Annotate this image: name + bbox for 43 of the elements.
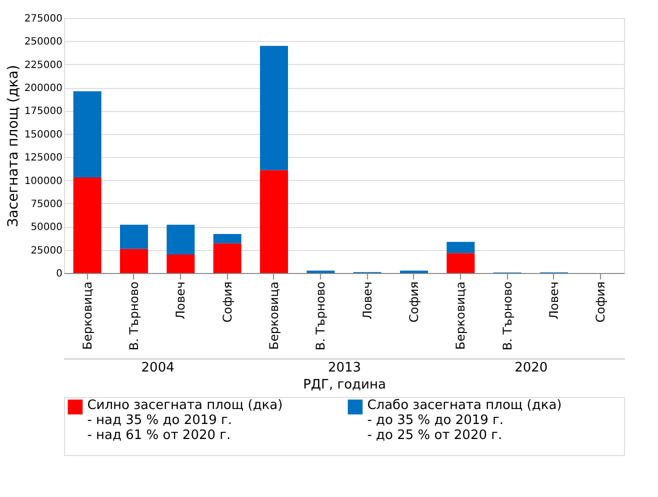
- bar: [446, 242, 475, 254]
- bar: [73, 177, 102, 273]
- bar: [213, 234, 242, 244]
- x-tick-label: София: [407, 282, 421, 322]
- bar: [166, 224, 195, 254]
- y-tick-label: 175000: [24, 106, 62, 118]
- x-tick-label: Ловеч: [547, 282, 561, 320]
- bar: [73, 91, 102, 178]
- y-tick-label: 275000: [24, 14, 62, 24]
- x-tick-label: София: [220, 282, 234, 322]
- legend-label: Силно засегната площ (дка) - над 35 % до 2019 г. - над 61 % от 2020 г.: [87, 398, 283, 443]
- x-tick-label: Берковица: [267, 282, 281, 350]
- y-tick-label: 25000: [30, 245, 62, 256]
- x-axis-title: РДГ, година: [303, 378, 386, 392]
- legend-label: Слабо засегната площ (дка) - до 35 % до 2019 г. - до 25 % от 2020 г.: [367, 398, 562, 443]
- bar: [260, 170, 288, 273]
- y-tick-label: 150000: [24, 129, 62, 140]
- y-tick-label: 225000: [24, 60, 62, 71]
- bar: [446, 253, 475, 273]
- text: 2013: [328, 360, 362, 376]
- text: 2004: [141, 360, 174, 376]
- x-tick-label: Ловеч: [360, 282, 374, 320]
- y-tick-label: 50000: [30, 222, 62, 234]
- x-tick-label: В. Търново: [314, 282, 328, 350]
- x-tick-label: В. Търново: [127, 282, 141, 350]
- x-tick-label: Ловеч: [174, 282, 188, 320]
- bar: [260, 46, 288, 170]
- bar: [120, 248, 148, 273]
- bar: [213, 243, 242, 273]
- bar: [166, 254, 195, 273]
- y-tick-label: 250000: [24, 36, 62, 48]
- x-tick-label: Берковица: [80, 282, 94, 350]
- x-tick-label: В. Търново: [500, 282, 514, 350]
- x-tick-label: София: [594, 282, 608, 322]
- y-tick-label: 75000: [30, 198, 62, 210]
- text: 2020: [514, 360, 548, 376]
- y-tick-label: 100000: [24, 176, 62, 187]
- x-tick-label: Берковица: [454, 282, 468, 350]
- y-tick-label: 0: [56, 268, 62, 280]
- y-tick-label: 200000: [24, 83, 62, 94]
- bar: [120, 224, 148, 249]
- y-axis-title: Засегната площ (дка): [5, 64, 22, 228]
- y-tick-label: 125000: [24, 152, 62, 164]
